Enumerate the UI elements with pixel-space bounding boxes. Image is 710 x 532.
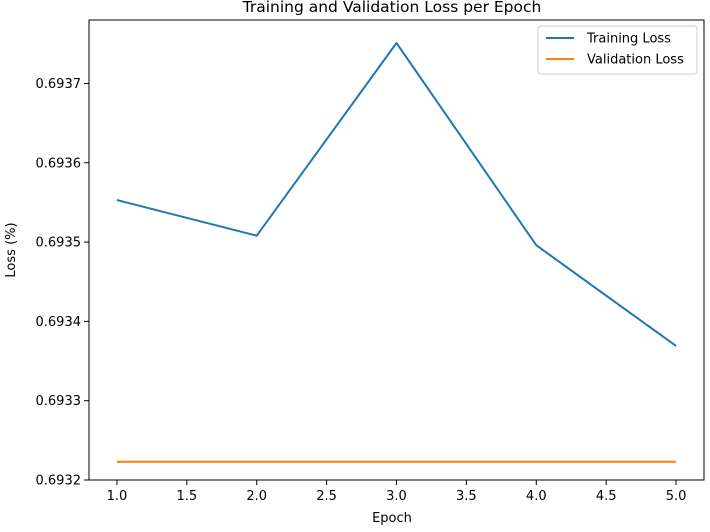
chart-title: Training and Validation Loss per Epoch bbox=[242, 0, 542, 16]
y-tick-label: 0.6937 bbox=[36, 77, 82, 92]
y-tick-label: 0.6932 bbox=[36, 474, 82, 489]
x-tick-label: 3.0 bbox=[386, 489, 407, 504]
x-axis: 1.0 1.5 2.0 2.5 3.0 3.5 4.0 4.5 5.0 bbox=[107, 480, 687, 504]
y-tick-label: 0.6935 bbox=[36, 236, 82, 251]
y-tick-label: 0.6933 bbox=[36, 394, 82, 409]
y-axis: 0.6932 0.6933 0.6934 0.6935 0.6936 0.6937 bbox=[36, 77, 89, 489]
x-tick-label: 2.5 bbox=[316, 489, 337, 504]
x-tick-label: 5.0 bbox=[666, 489, 687, 504]
x-tick-label: 4.5 bbox=[596, 489, 617, 504]
plot-area bbox=[88, 19, 705, 481]
y-tick-label: 0.6936 bbox=[36, 156, 82, 171]
legend: Training Loss Validation Loss bbox=[537, 25, 698, 75]
x-tick-label: 1.5 bbox=[176, 489, 197, 504]
legend-box bbox=[537, 25, 698, 75]
legend-label: Validation Loss bbox=[587, 53, 684, 68]
legend-label: Training Loss bbox=[586, 32, 671, 47]
x-tick-label: 2.0 bbox=[246, 489, 267, 504]
x-tick-label: 4.0 bbox=[526, 489, 547, 504]
x-tick-label: 3.5 bbox=[456, 489, 477, 504]
series-layer bbox=[116, 42, 677, 463]
series-line-training-loss bbox=[116, 42, 677, 347]
y-axis-label: Loss (%) bbox=[4, 222, 19, 277]
x-tick-label: 1.0 bbox=[107, 489, 128, 504]
y-tick-label: 0.6934 bbox=[36, 315, 82, 330]
x-axis-label: Epoch bbox=[372, 511, 412, 526]
